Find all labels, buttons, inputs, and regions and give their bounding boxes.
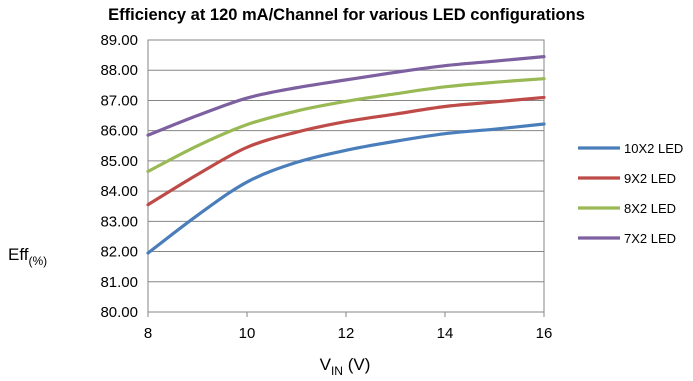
y-tick-label: 85.00 <box>100 153 138 170</box>
x-tick-label: 8 <box>144 325 152 342</box>
y-tick-label: 86.00 <box>100 123 138 140</box>
legend: 10X2 LED 9X2 LED 8X2 LED 7X2 LED <box>578 141 683 246</box>
x-axis-label-main: V <box>320 355 332 374</box>
x-tick-label: 16 <box>536 325 553 342</box>
x-axis-label-unit: (V) <box>348 355 371 374</box>
y-axis-label-main: Eff <box>8 245 29 264</box>
x-tick-label: 12 <box>338 325 355 342</box>
x-axis-label: VIN (V) <box>320 355 371 378</box>
y-axis-ticks: 80.00 81.00 82.00 83.00 84.00 85.00 86.00 87.00… <box>100 32 138 321</box>
y-axis-label-sub: (%) <box>28 254 47 268</box>
y-tick-label: 80.00 <box>100 304 138 321</box>
chart-title: Efficiency at 120 mA/Channel for various… <box>108 6 585 24</box>
legend-label: 9X2 LED <box>624 171 676 186</box>
series-line-10x2-led <box>146 122 546 255</box>
legend-label: 10X2 LED <box>624 141 683 156</box>
y-tick-label: 82.00 <box>100 244 138 261</box>
legend-label: 8X2 LED <box>624 201 676 216</box>
y-tick-label: 88.00 <box>100 62 138 79</box>
legend-label: 7X2 LED <box>624 231 676 246</box>
x-tick-label: 14 <box>437 325 454 342</box>
series-line-8x2-led <box>146 77 546 174</box>
series-lines <box>146 55 546 255</box>
y-tick-label: 83.00 <box>100 213 138 230</box>
y-tick-label: 81.00 <box>100 274 138 291</box>
series-line-7x2-led <box>146 55 546 137</box>
series-line-9x2-led <box>146 95 546 207</box>
y-tick-label: 87.00 <box>100 92 138 109</box>
x-axis-ticks: 8 10 12 14 16 <box>144 312 553 342</box>
x-tick-label: 10 <box>239 325 256 342</box>
y-tick-label: 89.00 <box>100 32 138 49</box>
y-tick-label: 84.00 <box>100 183 138 200</box>
x-axis-label-sub: IN <box>331 364 343 378</box>
y-axis-label: Eff(%) <box>8 245 47 268</box>
